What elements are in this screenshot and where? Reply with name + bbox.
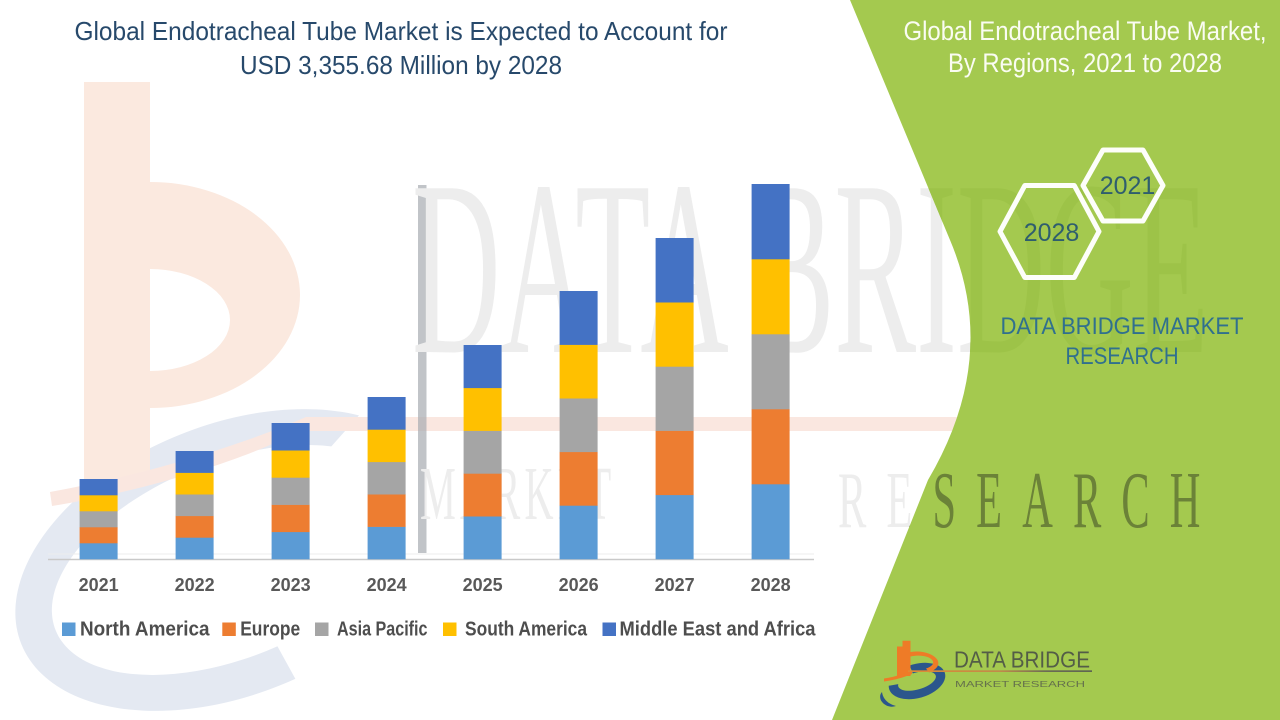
svg-text:2024: 2024 <box>367 575 407 595</box>
svg-text:2023: 2023 <box>271 575 311 595</box>
svg-text:2028: 2028 <box>1024 219 1080 247</box>
svg-text:2021: 2021 <box>1100 172 1156 200</box>
svg-text:Middle East and Africa: Middle East and Africa <box>620 619 817 641</box>
svg-text:MARKET RESEARCH: MARKET RESEARCH <box>955 680 1085 689</box>
svg-text:Global Endotracheal Tube Marke: Global Endotracheal Tube Market, <box>904 16 1267 46</box>
svg-text:South America: South America <box>465 619 588 641</box>
svg-text:2028: 2028 <box>751 575 791 595</box>
svg-text:North America: North America <box>80 619 210 641</box>
svg-text:RESEARCH: RESEARCH <box>1066 343 1179 370</box>
svg-text:USD 3,355.68 Million by 2028: USD 3,355.68 Million by 2028 <box>240 50 562 80</box>
svg-text:2027: 2027 <box>655 575 695 595</box>
svg-text:2021: 2021 <box>79 575 119 595</box>
svg-text:DATA BRIDGE: DATA BRIDGE <box>954 647 1090 673</box>
svg-text:DATA BRIDGE MARKET: DATA BRIDGE MARKET <box>1001 313 1244 340</box>
svg-text:Europe: Europe <box>240 619 300 641</box>
svg-text:By Regions, 2021 to 2028: By Regions, 2021 to 2028 <box>948 48 1222 78</box>
svg-text:2025: 2025 <box>463 575 503 595</box>
svg-text:2022: 2022 <box>175 575 215 595</box>
svg-text:Asia Pacific: Asia Pacific <box>337 619 428 641</box>
svg-text:Global Endotracheal Tube Marke: Global Endotracheal Tube Market is Expec… <box>75 16 728 46</box>
svg-text:2026: 2026 <box>559 575 599 595</box>
